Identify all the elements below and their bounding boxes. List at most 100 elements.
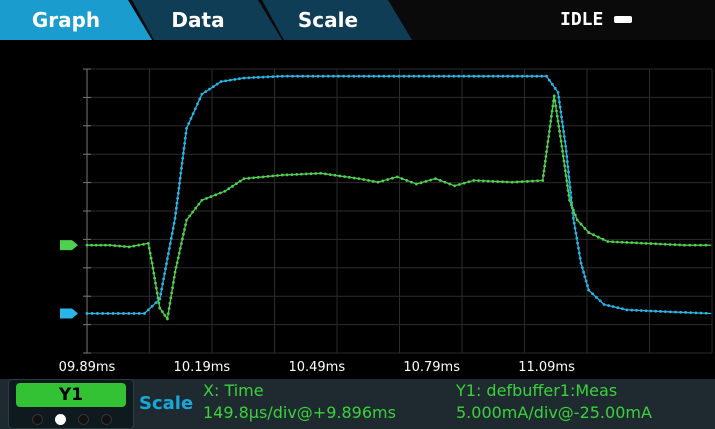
- page-dot[interactable]: [55, 414, 66, 425]
- trace-point: [189, 117, 193, 120]
- trace-point: [146, 241, 150, 245]
- scale-button[interactable]: Scale: [139, 393, 194, 414]
- trace-point: [556, 90, 560, 94]
- trace-point: [575, 236, 579, 240]
- trace-point: [180, 166, 183, 170]
- trace-point: [679, 310, 682, 314]
- trace-point: [304, 172, 308, 176]
- trace-point: [663, 242, 667, 246]
- trace-point: [562, 159, 566, 163]
- x-tick-label: 11.09ms: [518, 360, 575, 375]
- trace-point: [565, 155, 569, 158]
- tab-graph[interactable]: Graph: [31, 8, 101, 32]
- trace-point: [314, 172, 318, 175]
- trace-point: [280, 173, 284, 177]
- trace-point: [171, 226, 175, 230]
- tab-data[interactable]: Data: [171, 8, 225, 32]
- trace-select-button[interactable]: Y1: [16, 383, 126, 407]
- trace-point: [410, 180, 413, 184]
- trace-point: [367, 179, 370, 182]
- trace-point: [663, 310, 667, 314]
- trace-point: [564, 144, 568, 148]
- trace-point: [164, 267, 167, 271]
- traces: [85, 74, 712, 321]
- trace-point: [252, 76, 255, 79]
- trace-point: [550, 109, 554, 113]
- trace-point: [649, 242, 653, 245]
- trace-point: [276, 75, 279, 78]
- trace-point: [103, 243, 107, 247]
- tab-scale-shape[interactable]: [262, 0, 412, 40]
- trace-point: [562, 130, 566, 133]
- tab-scale[interactable]: Scale: [297, 8, 359, 32]
- trace-point: [321, 74, 325, 78]
- trace-point: [290, 173, 294, 177]
- trace-point: [557, 124, 561, 128]
- trace-point: [547, 130, 551, 133]
- trace-1-level-marker[interactable]: [60, 308, 78, 319]
- trace-point: [596, 235, 600, 239]
- graph-area[interactable]: [0, 40, 715, 375]
- trace-point: [113, 244, 117, 248]
- trace-point: [462, 74, 466, 78]
- trace-point: [566, 184, 569, 187]
- trace-point: [570, 203, 573, 207]
- page-dot[interactable]: [78, 414, 89, 425]
- trace-point: [546, 140, 550, 143]
- trace-point: [137, 243, 141, 247]
- trace-point: [573, 213, 577, 217]
- trace-point: [620, 307, 624, 311]
- trace-point: [116, 312, 120, 315]
- trace-point: [333, 173, 337, 177]
- trace-point: [598, 299, 602, 303]
- trace-point: [197, 202, 201, 206]
- trace-point: [266, 75, 270, 79]
- trace-point: [400, 177, 404, 181]
- trace-point: [295, 172, 299, 176]
- tab-graph-shape[interactable]: [0, 0, 152, 40]
- trace-point: [167, 307, 171, 310]
- trace-point: [175, 201, 179, 205]
- trace-point: [491, 179, 495, 183]
- trace-point: [506, 74, 510, 78]
- trace-point: [625, 308, 629, 312]
- trace-point: [545, 74, 548, 78]
- status-text[interactable]: IDLE: [560, 9, 604, 30]
- tab-data-shape[interactable]: [132, 0, 282, 40]
- trace-point: [185, 126, 188, 130]
- trace-point: [472, 179, 476, 182]
- trace-point: [247, 76, 251, 80]
- trace-point: [163, 313, 167, 317]
- trace-point: [184, 131, 188, 135]
- trace-point: [311, 74, 315, 78]
- trace-point: [146, 308, 150, 312]
- page-dot[interactable]: [101, 414, 112, 425]
- trace-point: [555, 114, 559, 118]
- trace-point: [580, 266, 584, 270]
- trace-point: [561, 154, 565, 158]
- trace-point: [132, 312, 136, 315]
- trace-point: [559, 110, 563, 114]
- trace-point: [567, 175, 571, 179]
- trace-point: [683, 243, 686, 247]
- trace-point: [132, 244, 136, 248]
- trace-point: [448, 182, 452, 186]
- trace-2-level-marker[interactable]: [60, 240, 78, 251]
- trace-point: [562, 135, 566, 138]
- trace-point: [90, 243, 93, 247]
- trace-point: [328, 173, 332, 177]
- trace-point: [181, 156, 185, 160]
- trace-point: [169, 296, 173, 300]
- trace-point: [342, 74, 345, 78]
- page-dot[interactable]: [32, 414, 43, 425]
- trace-point: [182, 232, 185, 236]
- trace-point: [166, 317, 169, 321]
- trace-point: [300, 172, 303, 176]
- trace-point: [693, 243, 697, 247]
- trace-point: [611, 240, 615, 244]
- trace-point: [496, 74, 500, 78]
- trace-point: [85, 312, 89, 315]
- trace-point: [196, 102, 199, 106]
- trace-point: [576, 241, 580, 245]
- x-tick-label: 09.89ms: [58, 360, 116, 375]
